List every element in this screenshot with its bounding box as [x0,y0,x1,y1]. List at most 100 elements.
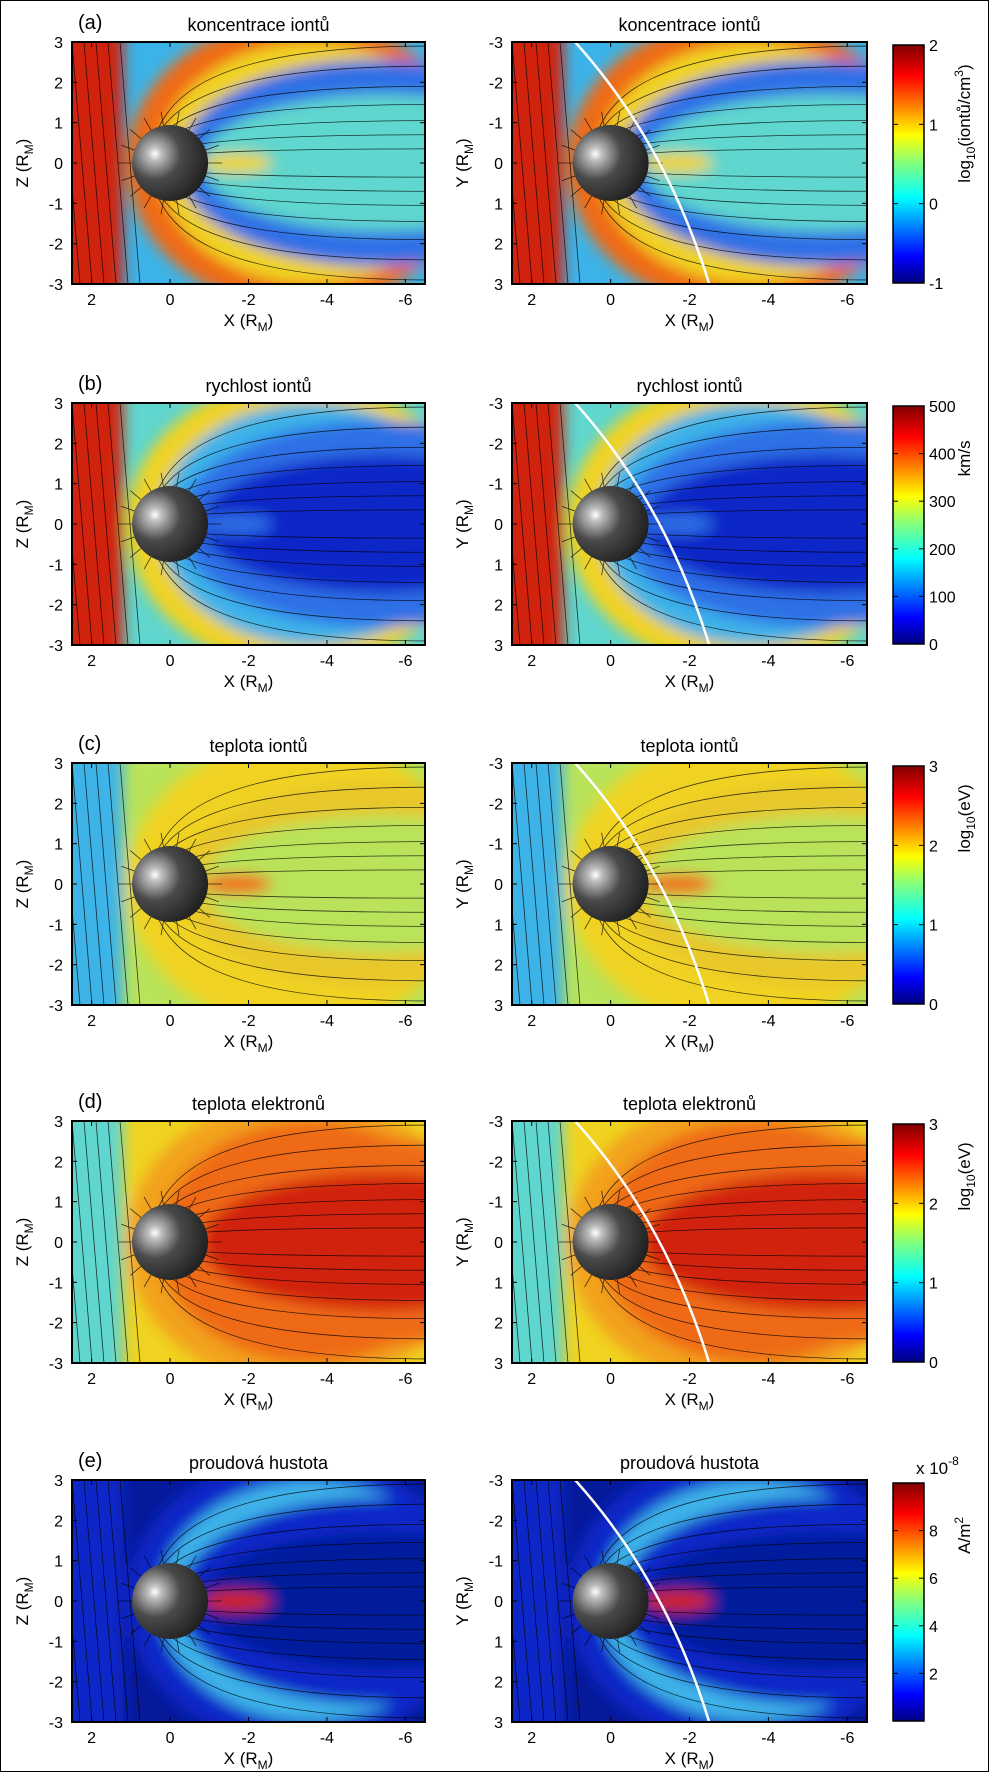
planet-sphere [572,1204,649,1280]
x-tick-label: 0 [166,1730,175,1747]
x-tick-label: -2 [682,1371,696,1388]
y-tick-label: 2 [54,796,63,813]
colorbar-gradient [892,405,925,645]
colorbar-tick-label: 0 [929,637,938,654]
left-panel-title: rychlost iontů [205,376,311,396]
x-axis-label: X (RM) [224,1032,274,1055]
y-tick-label: 1 [494,1634,503,1651]
x-tick-label: -6 [840,653,854,670]
panel-letter: (d) [78,1091,102,1113]
y-tick-label: 1 [54,1554,63,1571]
y-tick-label: -3 [489,756,503,773]
x-tick-label: -4 [761,1730,775,1747]
y-tick-label: 0 [494,1235,503,1252]
y-tick-label: 2 [54,75,63,92]
planet-sphere [572,846,649,922]
left-plot-4: 2 0 -2 -4 -6 3 2 1 0 -1 -2 -3 X (RM) Z (RM) [13,1473,426,1772]
x-tick-label: -2 [241,1730,255,1747]
planet-sphere [132,1204,209,1280]
y-tick-label: 0 [494,156,503,173]
left-panel-title: proudová hustota [189,1453,329,1473]
y-tick-label: -2 [49,1675,63,1692]
y-tick-label: -3 [489,1473,503,1490]
right-panel-title: teplota iontů [640,736,738,756]
colorbar-tick-label: 3 [929,759,938,776]
y-tick-label: 3 [54,35,63,52]
y-tick-label: -2 [49,598,63,615]
heatmap-field [72,42,425,284]
heatmap-field [72,1480,425,1722]
x-tick-label: -4 [320,1013,334,1030]
panel-e: (e) proudová hustota proudová hustota 2 0 -2 -… [13,1450,974,1772]
panel-letter: (a) [78,12,102,34]
y-tick-label: -2 [489,75,503,92]
y-tick-label: 2 [54,1513,63,1530]
y-tick-label: -3 [489,35,503,52]
x-tick-label: -6 [840,292,854,309]
heatmap-field [512,42,867,284]
colorbar-gradient [892,765,925,1005]
x-axis-label: X (RM) [224,1749,274,1772]
y-tick-label: -3 [49,1356,63,1373]
heatmap-field [72,403,425,645]
y-tick-label: 2 [494,958,503,975]
x-tick-label: 0 [606,1371,615,1388]
x-tick-label: 2 [87,653,96,670]
terminator-line [574,1121,711,1363]
x-tick-label: 2 [527,653,536,670]
y-tick-label: 2 [494,598,503,615]
x-tick-label: -6 [398,1730,412,1747]
terminator-line [574,763,711,1005]
y-tick-label: 0 [54,1235,63,1252]
colorbar-tick-label: 6 [929,1571,938,1588]
y-tick-label: -1 [49,196,63,213]
colorbar-tick-label: 8 [929,1524,938,1541]
left-plot-2: 2 0 -2 -4 -6 3 2 1 0 -1 -2 -3 X (RM) Z (RM) [13,756,426,1055]
left-plot-1: 2 0 -2 -4 -6 3 2 1 0 -1 -2 -3 X (RM) Z (RM) [13,396,426,695]
x-tick-label: -4 [761,653,775,670]
x-tick-label: 2 [527,292,536,309]
y-tick-label: 1 [54,837,63,854]
y-tick-label: -3 [489,1114,503,1131]
colorbar-tick-label: 400 [929,447,956,464]
x-tick-label: -6 [840,1013,854,1030]
right-panel-title: teplota elektronů [623,1094,756,1114]
left-panel-title: teplota elektronů [192,1094,325,1114]
x-tick-label: -6 [840,1730,854,1747]
x-tick-label: -6 [398,1371,412,1388]
x-tick-label: 2 [527,1371,536,1388]
planet-sphere [132,125,209,201]
x-tick-label: -2 [682,653,696,670]
colorbar-tick-label: 1 [929,918,938,935]
right-panel-title: koncentrace iontů [618,15,760,35]
heatmap-field [72,1121,425,1363]
y-tick-label: -2 [49,237,63,254]
x-tick-label: 2 [87,1371,96,1388]
colorbar-tick-label: 0 [929,997,938,1014]
x-tick-label: -4 [320,1730,334,1747]
colorbar: 0 1 2 3 log10(eV) [892,759,978,1014]
x-tick-label: -6 [398,653,412,670]
y-tick-label: 2 [494,237,503,254]
x-tick-label: -6 [398,1013,412,1030]
panel-letter: (c) [78,733,101,755]
y-tick-label: -1 [49,1275,63,1292]
y-axis-label: Y (RM) [453,859,476,908]
y-tick-label: -1 [489,116,503,133]
y-tick-label: 3 [494,1356,503,1373]
colorbar-tick-label: 4 [929,1619,938,1636]
left-panel-title: teplota iontů [209,736,307,756]
planet-sphere [572,486,649,562]
x-tick-label: 0 [166,653,175,670]
y-tick-label: 1 [494,557,503,574]
x-axis-label: X (RM) [665,1390,715,1413]
y-tick-label: -2 [489,436,503,453]
y-tick-label: -2 [49,1316,63,1333]
colorbar-tick-label: 1 [929,117,938,134]
y-tick-label: 3 [54,1114,63,1131]
y-tick-label: -2 [489,796,503,813]
y-tick-label: 1 [494,917,503,934]
y-tick-label: -1 [489,837,503,854]
